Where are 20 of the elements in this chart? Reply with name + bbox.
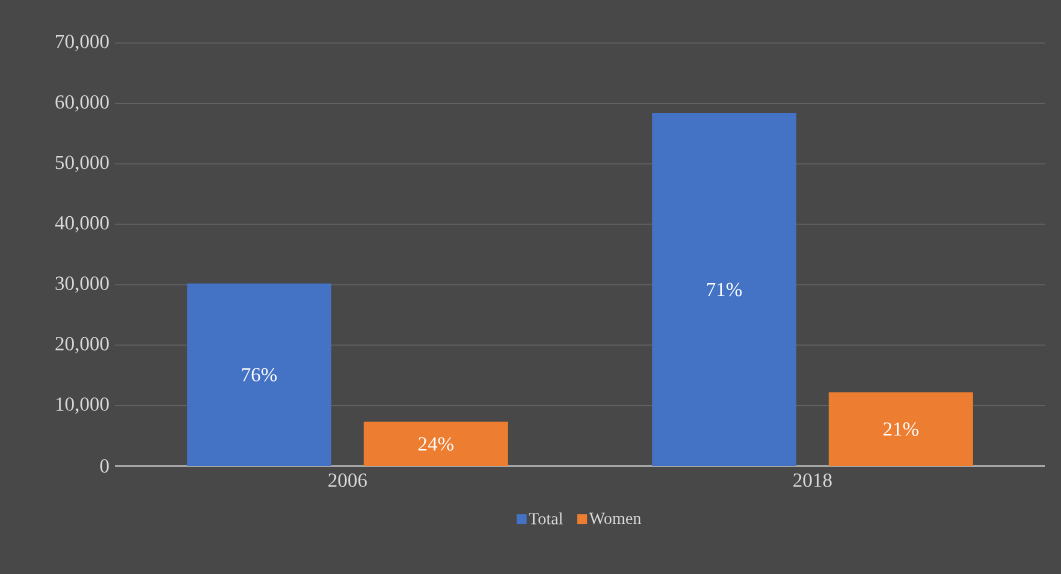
x-tick-label: 2006 — [328, 473, 367, 487]
legend-label: Women — [589, 512, 642, 525]
bar — [363, 421, 508, 466]
annotation: 76% — [242, 367, 277, 382]
y-tick-label: 20,000 — [55, 336, 109, 354]
y-tick-label: 30,000 — [55, 276, 109, 293]
bar — [828, 392, 973, 466]
y-tick-label: 50,000 — [55, 155, 109, 172]
x-tick-label: 2018 — [793, 473, 832, 487]
legend-label: Total — [528, 512, 563, 525]
bar — [652, 113, 797, 466]
annotation: 24% — [418, 437, 454, 451]
y-tick-label: 0 — [100, 459, 109, 473]
annotation: 21% — [883, 422, 919, 436]
y-tick-label: 40,000 — [55, 216, 109, 233]
bar — [187, 283, 332, 466]
y-tick-label: 10,000 — [56, 397, 109, 414]
y-tick-label: 60,000 — [55, 95, 109, 112]
y-tick-label: 70,000 — [56, 34, 109, 52]
annotation: 71% — [707, 282, 742, 297]
